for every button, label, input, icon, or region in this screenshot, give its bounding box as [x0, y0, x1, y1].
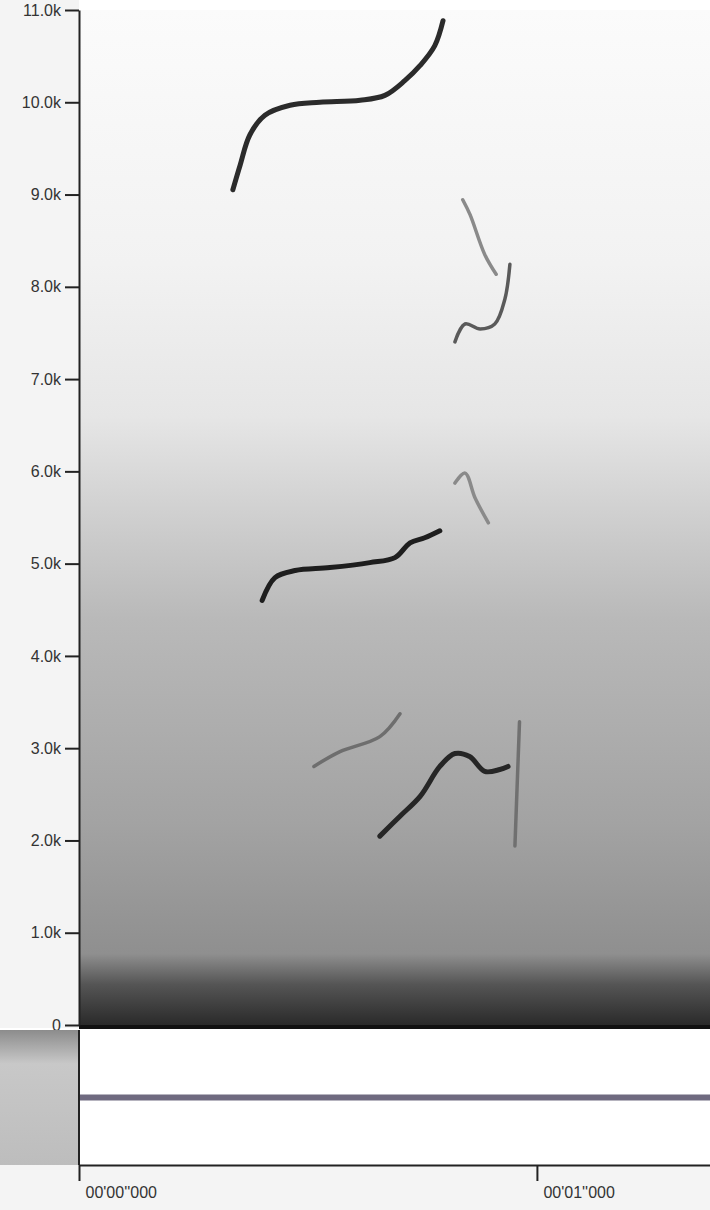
y-tick: 3.0k [31, 740, 79, 757]
y-tick-mark [65, 10, 79, 12]
x-tick: 00'00''000 [80, 1165, 158, 1201]
contour-line [380, 753, 508, 836]
y-tick: 10.0k [22, 94, 79, 111]
axis-panel [0, 0, 79, 1028]
y-tick: 11.0k [23, 2, 79, 19]
y-tick-mark [65, 102, 79, 104]
plot-edge [79, 1025, 710, 1029]
y-tick: 7.0k [31, 371, 79, 388]
y-tick-label: 6.0k [31, 463, 62, 480]
y-axis-line [79, 11, 81, 1026]
waveform-panel [79, 1030, 710, 1165]
y-tick-label: 3.0k [31, 740, 62, 757]
y-tick-label: 8.0k [31, 278, 62, 295]
spectrogram-background [79, 10, 710, 1025]
y-tick-mark [65, 194, 79, 196]
y-tick-label: 11.0k [23, 2, 62, 19]
y-tick-label: 7.0k [31, 371, 62, 388]
contour-line [455, 264, 510, 342]
y-tick-mark [65, 286, 79, 288]
y-tick-label: 2.0k [31, 832, 62, 849]
spectrogram-figure: 01.0k2.0k3.0k4.0k5.0k6.0k7.0k8.0k9.0k10.… [0, 0, 710, 1210]
x-tick-label: 00'00''000 [86, 1184, 158, 1201]
y-tick-mark [65, 563, 79, 565]
x-tick-mark [79, 1165, 81, 1181]
y-tick: 6.0k [31, 463, 79, 480]
y-tick-mark [65, 1025, 79, 1027]
y-axis: 01.0k2.0k3.0k4.0k5.0k6.0k7.0k8.0k9.0k10.… [22, 2, 80, 1034]
x-tick-label: 00'01''000 [543, 1184, 615, 1201]
y-tick-mark [65, 471, 79, 473]
waveform-divider [78, 1030, 80, 1165]
contour-line [314, 714, 400, 767]
y-tick: 2.0k [31, 832, 79, 849]
y-tick-label: 10.0k [22, 94, 62, 111]
y-tick-mark [65, 748, 79, 750]
contour-line [463, 200, 496, 275]
x-axis-line [80, 1165, 710, 1167]
x-tick-mark [536, 1165, 538, 1181]
y-tick-mark [65, 655, 79, 657]
y-tick: 4.0k [31, 648, 79, 665]
contour-line [455, 473, 488, 523]
y-tick-label: 9.0k [31, 186, 62, 203]
y-tick-label: 4.0k [31, 648, 62, 665]
y-tick-label: 1.0k [31, 924, 62, 941]
contour-line [233, 21, 443, 190]
x-tick: 00'01''000 [537, 1165, 615, 1201]
time-axis-panel [0, 1165, 710, 1210]
waveform-box [0, 1030, 79, 1165]
y-tick-label: 5.0k [31, 555, 62, 572]
y-tick: 9.0k [31, 186, 79, 203]
contour-group [233, 21, 520, 846]
y-tick: 5.0k [31, 555, 79, 572]
waveform-group [79, 1097, 710, 1098]
contour-line [262, 531, 440, 601]
y-tick-mark [65, 379, 79, 381]
y-tick-mark [65, 932, 79, 934]
y-tick-mark [65, 840, 79, 842]
y-tick: 8.0k [31, 278, 79, 295]
contour-line [515, 722, 520, 846]
x-axis: 00'00''000 00'01''000 [80, 1165, 710, 1201]
waveform-line [79, 1095, 710, 1101]
y-tick: 1.0k [31, 924, 79, 941]
